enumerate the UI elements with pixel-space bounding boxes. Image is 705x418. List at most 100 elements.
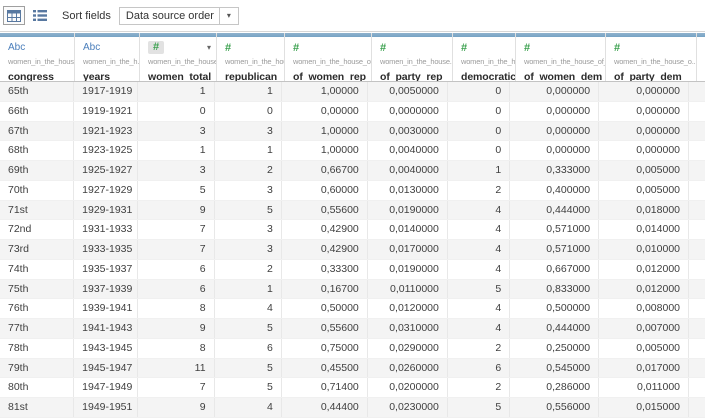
number-type-icon: # bbox=[380, 41, 387, 54]
cell-of_women_dem: 0,400000 bbox=[510, 180, 600, 200]
column-accent-bar bbox=[0, 33, 74, 37]
cell-democratic: 1 bbox=[448, 161, 511, 180]
cell-of_women_dem: 0,000000 bbox=[510, 101, 600, 121]
cell-of_party_dem: 0,012000 bbox=[599, 259, 689, 279]
cell-congress: 71st bbox=[0, 200, 75, 220]
cell-republican: 5 bbox=[215, 358, 282, 378]
cell-filler bbox=[689, 280, 705, 299]
cell-of_women_rep: 0,44400 bbox=[282, 398, 368, 417]
dropdown-caret-icon[interactable]: ▾ bbox=[218, 7, 238, 24]
column-header-years[interactable]: Abc women_in_the_h... years bbox=[75, 33, 140, 81]
cell-of_party_rep: 0,0120000 bbox=[368, 299, 448, 318]
cell-of_party_dem: 0,010000 bbox=[599, 240, 689, 259]
cell-women_total: 5 bbox=[138, 180, 215, 200]
column-header-of_women_dem[interactable]: # women_in_the_house_of_r... of_women_dem bbox=[516, 33, 606, 81]
column-menu-caret-icon[interactable]: ▾ bbox=[206, 43, 211, 52]
column-header-women_total[interactable]: # ▾ women_in_the_house_... women_total bbox=[140, 33, 217, 81]
cell-of_party_dem: 0,000000 bbox=[599, 141, 689, 160]
cell-congress: 76th bbox=[0, 299, 75, 318]
cell-republican: 4 bbox=[215, 398, 282, 417]
cell-of_party_dem: 0,017000 bbox=[599, 358, 689, 378]
column-name: republican bbox=[225, 71, 278, 81]
cell-years: 1943-1945 bbox=[74, 338, 139, 358]
table-row: 67th 1921-1923 3 3 1,00000 0,0030000 0 0,000000… bbox=[0, 121, 705, 142]
number-type-icon: # bbox=[225, 41, 232, 54]
cell-of_women_dem: 0,333000 bbox=[510, 161, 600, 180]
column-header-of_party_dem[interactable]: # women_in_the_house_o... of_party_dem bbox=[606, 33, 697, 81]
column-header-of_party_rep[interactable]: # women_in_the_house... of_party_rep bbox=[372, 33, 453, 81]
cell-congress: 81st bbox=[0, 398, 75, 417]
cell-years: 1937-1939 bbox=[74, 279, 139, 299]
cell-of_party_dem: 0,014000 bbox=[599, 220, 689, 239]
column-field-name: women_in_the_house_o... bbox=[614, 57, 696, 66]
cell-of_party_rep: 0,0290000 bbox=[368, 338, 448, 358]
column-header-democratic[interactable]: # women_in_the_hous... democratic bbox=[453, 33, 516, 81]
cell-women_total: 8 bbox=[138, 299, 215, 318]
cell-democratic: 4 bbox=[448, 319, 511, 338]
cell-of_women_rep: 0,75000 bbox=[282, 338, 368, 358]
cell-democratic: 4 bbox=[448, 259, 511, 279]
cell-democratic: 5 bbox=[448, 279, 511, 299]
cell-congress: 73rd bbox=[0, 240, 75, 259]
cell-filler bbox=[689, 339, 705, 358]
cell-congress: 65th bbox=[0, 82, 75, 101]
cell-of_women_dem: 0,444000 bbox=[510, 200, 600, 220]
cell-women_total: 1 bbox=[138, 141, 215, 160]
cell-congress: 68th bbox=[0, 141, 75, 160]
cell-of_women_dem: 0,500000 bbox=[510, 299, 600, 318]
cell-of_women_dem: 0,444000 bbox=[510, 319, 600, 338]
cell-republican: 5 bbox=[215, 319, 282, 338]
column-field-name: women_in_the_house_of_r... bbox=[524, 57, 605, 66]
grid-view-button[interactable] bbox=[3, 6, 25, 25]
cell-republican: 5 bbox=[215, 378, 282, 397]
cell-of_party_rep: 0,0140000 bbox=[368, 220, 448, 239]
number-type-icon: # bbox=[461, 41, 468, 54]
cell-congress: 70th bbox=[0, 180, 75, 200]
cell-republican: 4 bbox=[215, 299, 282, 318]
cell-of_women_rep: 0,55600 bbox=[282, 200, 368, 220]
cell-of_women_dem: 0,667000 bbox=[510, 259, 600, 279]
number-type-icon: # bbox=[293, 41, 300, 54]
cell-women_total: 7 bbox=[138, 220, 215, 239]
cell-of_women_rep: 0,60000 bbox=[282, 180, 368, 200]
column-header-republican[interactable]: # women_in_the_hou... republican bbox=[217, 33, 285, 81]
cell-republican: 1 bbox=[215, 141, 282, 160]
table-row: 77th 1941-1943 9 5 0,55600 0,0310000 4 0,444000… bbox=[0, 319, 705, 339]
cell-filler bbox=[689, 161, 705, 180]
cell-of_party_rep: 0,0310000 bbox=[368, 319, 448, 338]
table-row: 80th 1947-1949 7 5 0,71400 0,0200000 2 0,286000… bbox=[0, 378, 705, 398]
column-header-of_women_rep[interactable]: # women_in_the_house_of... of_women_rep bbox=[285, 33, 372, 81]
cell-years: 1931-1933 bbox=[74, 220, 139, 239]
cell-of_women_rep: 0,50000 bbox=[282, 299, 368, 318]
column-field-name: women_in_the_hous... bbox=[461, 57, 515, 66]
list-view-button[interactable] bbox=[30, 6, 50, 25]
cell-of_party_rep: 0,0000000 bbox=[368, 101, 448, 121]
table-row: 65th 1917-1919 1 1 1,00000 0,0050000 0 0,000000… bbox=[0, 82, 705, 102]
cell-republican: 3 bbox=[215, 220, 282, 239]
cell-women_total: 1 bbox=[138, 82, 215, 101]
column-field-name: women_in_the_house... bbox=[8, 57, 74, 66]
table-row: 68th 1923-1925 1 1 1,00000 0,0040000 0 0,000000… bbox=[0, 141, 705, 161]
sort-order-dropdown[interactable]: Data source order ▾ bbox=[118, 6, 239, 25]
sort-fields-label: Sort fields bbox=[62, 9, 111, 22]
cell-of_party_rep: 0,0190000 bbox=[368, 259, 448, 279]
table-row: 74th 1935-1937 6 2 0,33300 0,0190000 4 0,667000… bbox=[0, 259, 705, 280]
cell-of_party_rep: 0,0130000 bbox=[368, 180, 448, 200]
cell-of_party_dem: 0,015000 bbox=[599, 398, 689, 417]
cell-democratic: 0 bbox=[448, 101, 511, 121]
cell-of_women_rep: 0,66700 bbox=[282, 161, 368, 180]
cell-of_women_dem: 0,833000 bbox=[510, 279, 600, 299]
cell-years: 1949-1951 bbox=[74, 398, 139, 417]
cell-years: 1935-1937 bbox=[74, 259, 139, 279]
cell-filler bbox=[689, 220, 705, 239]
cell-women_total: 8 bbox=[138, 338, 215, 358]
cell-democratic: 0 bbox=[448, 141, 511, 160]
cell-democratic: 2 bbox=[448, 180, 511, 200]
cell-republican: 2 bbox=[215, 161, 282, 180]
cell-of_party_dem: 0,008000 bbox=[599, 299, 689, 318]
cell-of_women_rep: 0,71400 bbox=[282, 378, 368, 397]
column-field-name: women_in_the_house_of... bbox=[293, 57, 371, 66]
column-header-filler bbox=[697, 33, 705, 81]
cell-republican: 1 bbox=[215, 279, 282, 299]
column-header-congress[interactable]: Abc women_in_the_house... congress bbox=[0, 33, 75, 81]
